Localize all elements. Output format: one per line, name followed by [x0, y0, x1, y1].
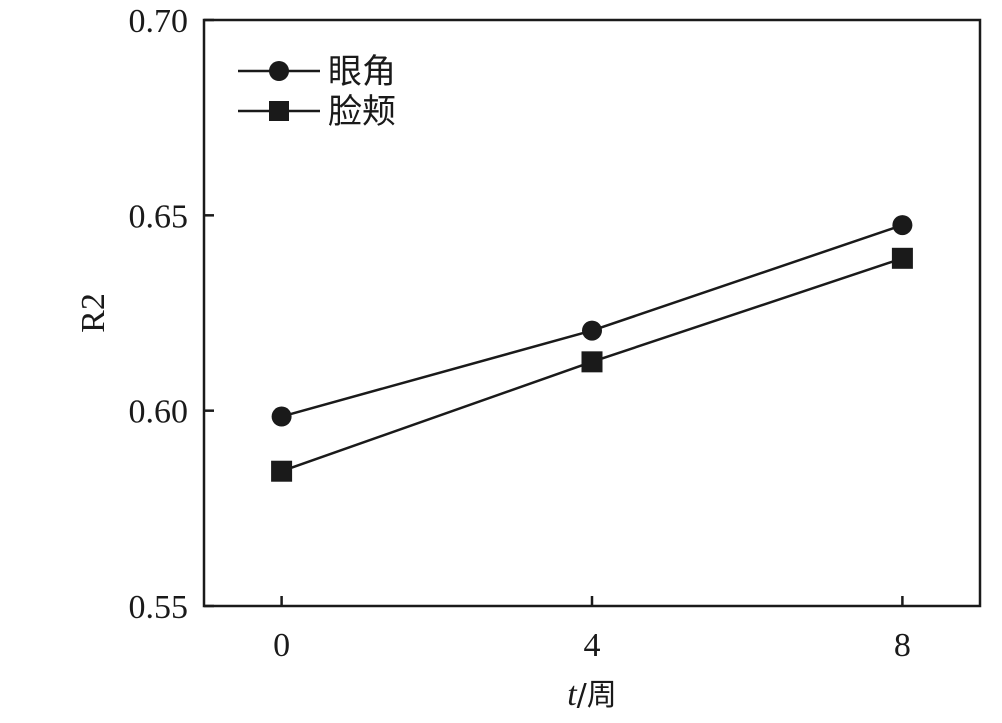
legend-label-cheek: 脸颊	[328, 92, 396, 132]
data-point-circle	[582, 320, 602, 341]
x-tick-label: 8	[894, 627, 911, 664]
y-tick-label: 0.70	[129, 3, 189, 40]
x-ticks: 0 4 8	[273, 596, 911, 664]
legend-item-eye-corner: 眼角	[238, 52, 396, 92]
y-tick-label: 0.60	[129, 394, 189, 431]
x-axis-title-var: t	[567, 676, 578, 713]
x-axis-title-unit: /周	[577, 678, 617, 713]
y-tick-label: 0.55	[129, 589, 189, 626]
data-point-circle	[892, 215, 913, 236]
data-point-square	[271, 460, 293, 482]
series-markers	[271, 215, 913, 482]
y-axis-title: R2	[75, 293, 112, 333]
legend-marker-square	[269, 101, 289, 121]
x-tick-label: 0	[273, 627, 290, 664]
x-axis-title: t/周	[567, 676, 617, 713]
y-ticks: 0.55 0.60 0.65 0.70	[129, 3, 214, 626]
legend-item-cheek: 脸颊	[238, 92, 396, 132]
legend-label-eye-corner: 眼角	[328, 52, 396, 92]
data-point-square	[891, 247, 913, 269]
data-point-circle	[271, 406, 292, 427]
plot-frame	[202, 18, 982, 608]
data-point-square	[581, 351, 603, 373]
legend: 眼角 脸颊	[238, 52, 396, 132]
x-tick-label: 4	[584, 627, 601, 664]
y-tick-label: 0.65	[129, 198, 189, 235]
legend-marker-circle	[269, 61, 289, 81]
series-lines	[281, 223, 903, 473]
